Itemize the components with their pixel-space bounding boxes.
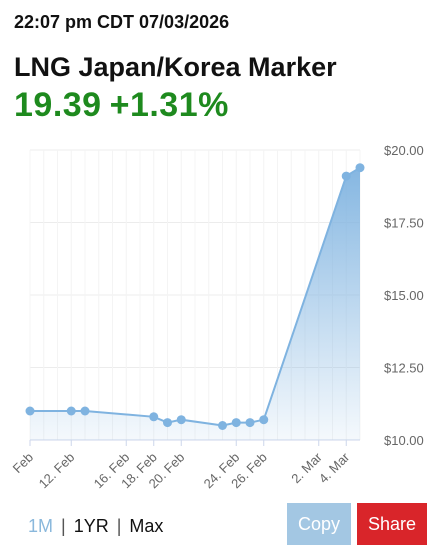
data-point[interactable]: [66, 406, 76, 416]
range-1yr[interactable]: 1YR: [73, 516, 109, 536]
data-point[interactable]: [163, 418, 172, 428]
range-selector: 1M | 1YR | Max: [28, 516, 163, 537]
copy-button[interactable]: Copy: [287, 503, 351, 545]
y-tick-label: $17.50: [384, 216, 424, 231]
price-change: +1.31%: [109, 86, 229, 124]
data-point[interactable]: [231, 418, 241, 428]
data-point[interactable]: [80, 406, 90, 416]
range-separator: |: [61, 516, 66, 536]
range-1m[interactable]: 1M: [28, 516, 54, 536]
data-point[interactable]: [245, 418, 255, 428]
range-max[interactable]: Max: [129, 516, 164, 536]
data-point[interactable]: [355, 163, 365, 173]
y-tick-label: $12.50: [384, 361, 424, 376]
x-tick-label: 12. Feb: [36, 450, 78, 492]
series-area: [30, 167, 360, 440]
data-point[interactable]: [149, 412, 159, 422]
y-tick-label: $20.00: [384, 143, 424, 158]
share-button[interactable]: Share: [357, 503, 427, 545]
data-point[interactable]: [25, 406, 35, 416]
timestamp: 22:07 pm CDT 07/03/2026: [14, 12, 230, 32]
y-tick-label: $10.00: [384, 433, 424, 448]
data-point[interactable]: [259, 415, 269, 425]
range-separator: |: [116, 516, 122, 536]
price-line: 19.39 +1.31%: [14, 86, 237, 125]
y-tick-label: $15.00: [384, 288, 424, 303]
page-title: LNG Japan/Korea Marker: [14, 52, 337, 82]
price-value: 19.39: [14, 86, 102, 124]
data-point[interactable]: [176, 415, 186, 425]
x-tick-label: 4. Mar: [316, 449, 353, 486]
data-point[interactable]: [218, 421, 227, 430]
x-tick-label: Feb: [10, 450, 36, 476]
data-point[interactable]: [341, 171, 351, 181]
